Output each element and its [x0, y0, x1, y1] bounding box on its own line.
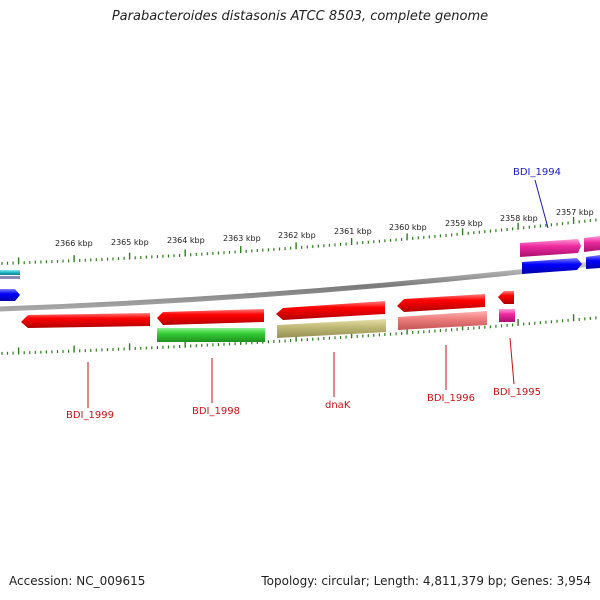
- gene-arrow-forward-blue[interactable]: [522, 258, 582, 274]
- tick-label: 2360 kbp: [389, 223, 427, 232]
- accession-text: Accession: NC_009615: [9, 574, 146, 588]
- gene-dnak-arrow[interactable]: [276, 301, 385, 320]
- map-title: Parabacteroides distasonis ATCC 8503, co…: [111, 9, 489, 24]
- tick-label: 2366 kbp: [55, 239, 93, 248]
- tick-label: 2359 kbp: [445, 219, 483, 228]
- gene-bdi-1996-salmon[interactable]: [398, 311, 487, 330]
- tick-label: 2364 kbp: [167, 236, 205, 245]
- gene-bdi-1994-arrow[interactable]: [520, 239, 581, 257]
- gene-bdi-1996-arrow[interactable]: [397, 294, 485, 312]
- leader-line-bdi-1994: [534, 179, 549, 229]
- gene-label-bdi-1994[interactable]: BDI_1994: [513, 167, 561, 178]
- gene-bdi-1995-magenta[interactable]: [499, 309, 515, 322]
- gene-label-bdi-1998[interactable]: BDI_1998: [192, 406, 240, 417]
- gene-bdi-1999-arrow[interactable]: [21, 313, 150, 328]
- gene-bdi-1998-rna-green[interactable]: [157, 328, 265, 342]
- gene-label-bdi-1996[interactable]: BDI_1996: [427, 393, 475, 404]
- gene-dnak-olive[interactable]: [277, 319, 386, 338]
- gene-label-bdi-1999[interactable]: BDI_1999: [66, 410, 114, 421]
- tick-label: 2361 kbp: [334, 227, 372, 236]
- gene-bdi-1995-arrow[interactable]: [498, 291, 514, 304]
- gene-label-dnak[interactable]: dnaK: [325, 400, 351, 411]
- gene-arrow-forward-magenta[interactable]: [584, 236, 600, 252]
- tick-label: 2362 kbp: [278, 231, 316, 240]
- leader-line-bdi-1995: [509, 337, 515, 385]
- gene-arrow-gray[interactable]: [0, 276, 20, 279]
- tick-label: 2363 kbp: [223, 234, 261, 243]
- scale-labels: 2366 kbp 2365 kbp 2364 kbp 2363 kbp 2362…: [55, 208, 594, 248]
- genome-summary-text: Topology: circular; Length: 4,811,379 bp…: [261, 574, 591, 588]
- tick-label: 2357 kbp: [556, 208, 594, 217]
- genome-backbone: [0, 260, 600, 312]
- gene-arrow-forward-blue[interactable]: [0, 289, 20, 301]
- scale-ticks-upper: [1, 216, 597, 265]
- gene-bdi-1998-arrow[interactable]: [157, 309, 264, 325]
- gene-label-bdi-1995[interactable]: BDI_1995: [493, 387, 541, 398]
- gene-arrow-forward-blue[interactable]: [586, 255, 600, 269]
- scale-ticks-lower: [1, 314, 597, 355]
- tick-label: 2358 kbp: [500, 214, 538, 223]
- tick-label: 2365 kbp: [111, 238, 149, 247]
- gene-arrow-cyan[interactable]: [0, 270, 20, 275]
